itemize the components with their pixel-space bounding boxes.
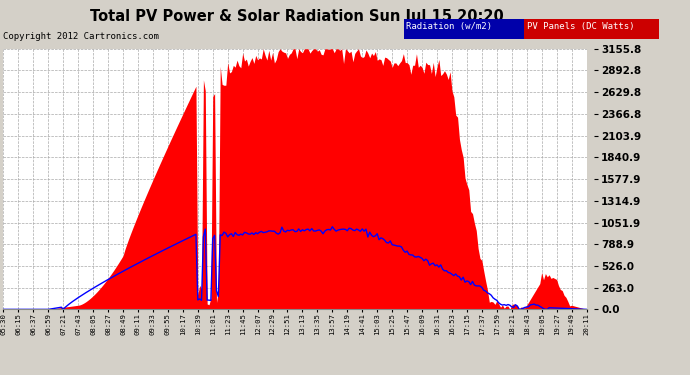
Text: PV Panels (DC Watts): PV Panels (DC Watts): [527, 22, 635, 31]
Text: Copyright 2012 Cartronics.com: Copyright 2012 Cartronics.com: [3, 32, 159, 41]
Text: Radiation (w/m2): Radiation (w/m2): [406, 22, 493, 31]
Text: Total PV Power & Solar Radiation Sun Jul 15 20:20: Total PV Power & Solar Radiation Sun Jul…: [90, 9, 504, 24]
